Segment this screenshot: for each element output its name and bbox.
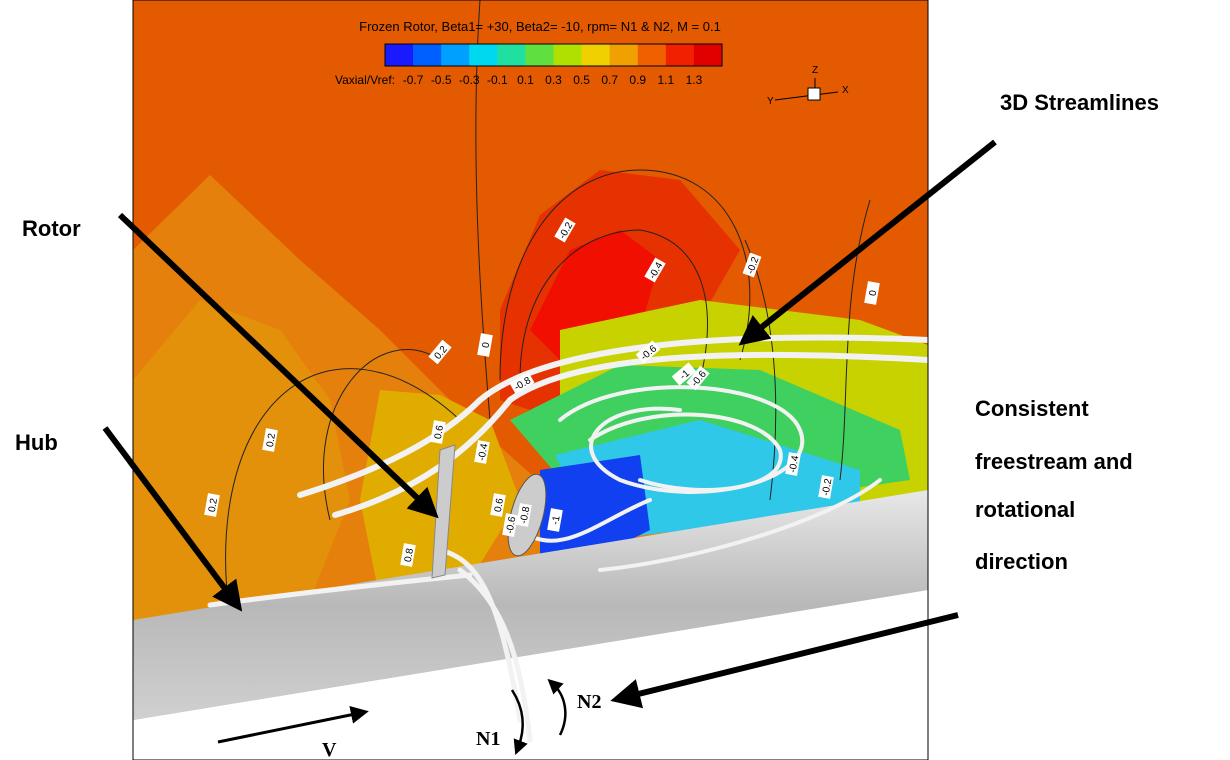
- colorbar-swatch: [610, 44, 639, 66]
- colorbar-swatch: [385, 44, 414, 66]
- colorbar: -0.7 -0.5 -0.3 -0.1 0.1 0.3 0.5 0.7 0.9 1.1 1.3: [385, 44, 723, 87]
- colorbar-swatch: [413, 44, 442, 66]
- colorbar-tick-label: -0.7: [403, 73, 424, 87]
- colorbar-tick-label: 0.5: [573, 73, 590, 87]
- symbol: N2: [577, 691, 601, 713]
- symbol: N1: [476, 728, 500, 750]
- triad-label: Z: [812, 65, 818, 76]
- colorbar-swatch: [497, 44, 526, 66]
- colorbar-tick-label: 0.1: [517, 73, 534, 87]
- colorbar-swatch: [441, 44, 470, 66]
- colorbar-swatch: [582, 44, 611, 66]
- annotation-line: rotational: [975, 497, 1075, 522]
- plot-area: -0.2-0.4-0.200.20-0.8-0.6-1-0.60.6-0.40.…: [133, 0, 928, 760]
- colorbar-swatch: [469, 44, 498, 66]
- colorbar-tick-label: -0.3: [459, 73, 480, 87]
- colorbar-swatch: [638, 44, 667, 66]
- symbol: V: [322, 739, 337, 760]
- colorbar-tick-label: -0.5: [431, 73, 452, 87]
- colorbar-swatch: [525, 44, 554, 66]
- colorbar-tick-label: 0.9: [629, 73, 646, 87]
- triad-box: [808, 88, 820, 100]
- annotation: Hub: [15, 430, 58, 455]
- annotation-line: freestream and: [975, 449, 1133, 474]
- annotation: Rotor: [22, 216, 81, 241]
- colorbar-swatch: [666, 44, 695, 66]
- figure: -0.2-0.4-0.200.20-0.8-0.6-1-0.60.6-0.40.…: [0, 0, 1230, 760]
- triad-label: Y: [767, 96, 774, 107]
- colorbar-tick-label: 0.3: [545, 73, 562, 87]
- colorbar-tick-label: -0.1: [487, 73, 508, 87]
- figure-title: Frozen Rotor, Beta1= +30, Beta2= -10, rp…: [359, 19, 721, 34]
- colorbar-tick-label: 1.3: [686, 73, 703, 87]
- colorbar-tick-label: 1.1: [657, 73, 674, 87]
- colorbar-label: Vaxial/Vref:: [335, 73, 395, 87]
- annotation-line: direction: [975, 549, 1068, 574]
- triad-label: X: [842, 85, 849, 96]
- annotation: 3D Streamlines: [1000, 90, 1159, 115]
- colorbar-swatch: [694, 44, 723, 66]
- annotation-line: Consistent: [975, 396, 1089, 421]
- colorbar-tick-label: 0.7: [601, 73, 618, 87]
- colorbar-swatch: [554, 44, 583, 66]
